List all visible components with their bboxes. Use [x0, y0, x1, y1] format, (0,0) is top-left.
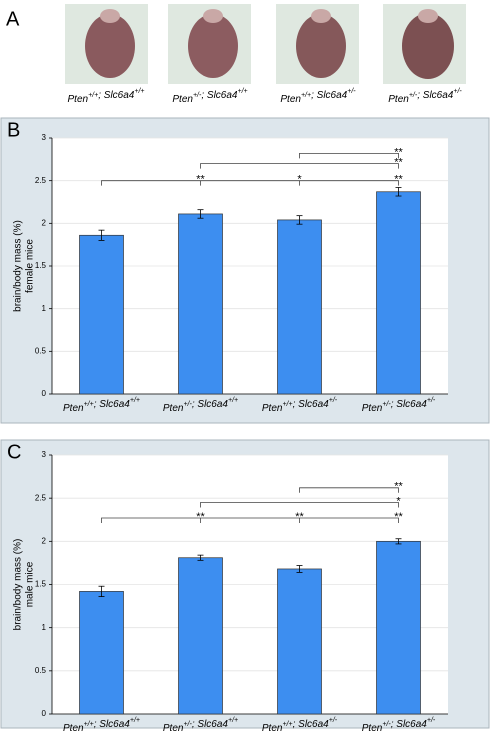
brain-photos: [65, 4, 466, 84]
significance-label: **: [394, 511, 403, 523]
y-tick-label: 3: [42, 133, 47, 142]
photo-caption: Pten+/+; Slc6a4+/-: [280, 88, 356, 105]
significance-label: **: [196, 511, 205, 523]
bar: [79, 234, 124, 395]
significance-label: **: [394, 481, 403, 493]
bar: [178, 213, 223, 395]
photo-caption: Pten+/-; Slc6a4+/+: [172, 88, 247, 105]
bar: [376, 540, 421, 715]
y-tick-label: 1: [42, 623, 47, 632]
x-tick-label: Pten+/-; Slc6a4+/+: [163, 717, 238, 734]
y-tick-label: 2: [42, 536, 47, 545]
y-axis-label: brain/body mass (%): [13, 220, 24, 312]
y-tick-label: 1: [42, 304, 47, 313]
y-tick-label: 0: [42, 389, 47, 398]
y-tick-label: 0.5: [35, 666, 47, 675]
significance-label: **: [394, 174, 403, 186]
y-tick-label: 3: [42, 450, 47, 459]
panel-label: A: [6, 8, 20, 30]
significance-bracket: [101, 180, 399, 186]
bar: [178, 557, 223, 715]
significance-bracket: [200, 163, 399, 169]
brain-photo: [65, 4, 148, 84]
significance-label: **: [295, 511, 304, 523]
significance-label: *: [396, 495, 401, 507]
x-tick-label: Pten+/+; Slc6a4+/+: [63, 397, 140, 414]
x-tick-label: Pten+/-; Slc6a4+/-: [362, 397, 436, 414]
significance-bracket: [101, 517, 399, 524]
significance-label: **: [394, 157, 403, 169]
x-tick-label: Pten+/-; Slc6a4+/-: [362, 717, 436, 734]
y-axis-label: brain/body mass (%): [13, 539, 24, 631]
bar: [79, 591, 124, 715]
panel-label: B: [7, 119, 20, 141]
y-tick-label: 1.5: [35, 261, 47, 270]
photo-caption: Pten+/+; Slc6a4+/+: [68, 88, 145, 105]
y-tick-label: 0.5: [35, 346, 47, 355]
y-axis-label: male mice: [25, 561, 36, 607]
y-tick-label: 1.5: [35, 580, 47, 589]
x-tick-label: Pten+/+; Slc6a4+/-: [262, 397, 338, 414]
y-tick-label: 2.5: [35, 176, 47, 185]
significance-bracket: [200, 502, 399, 508]
y-axis-label: female mice: [25, 239, 36, 293]
significance-label: **: [196, 174, 205, 186]
significance-label: **: [394, 146, 403, 158]
y-tick-label: 2.5: [35, 493, 47, 502]
panel-label: C: [7, 441, 21, 463]
bar: [277, 568, 322, 715]
x-tick-label: Pten+/+; Slc6a4+/-: [262, 717, 338, 734]
brain-photo: [276, 4, 359, 84]
bar: [277, 219, 322, 395]
photo-caption: Pten+/-; Slc6a4+/-: [388, 88, 462, 105]
y-tick-label: 0: [42, 709, 47, 718]
x-tick-label: Pten+/+; Slc6a4+/+: [63, 717, 140, 734]
brain-photo: [168, 4, 251, 84]
significance-label: *: [297, 174, 302, 186]
y-tick-label: 2: [42, 218, 47, 227]
significance-bracket: [299, 487, 399, 493]
significance-bracket: [299, 152, 399, 159]
brain-photo: [383, 4, 466, 84]
bar: [376, 191, 421, 395]
x-tick-label: Pten+/-; Slc6a4+/+: [163, 397, 238, 414]
